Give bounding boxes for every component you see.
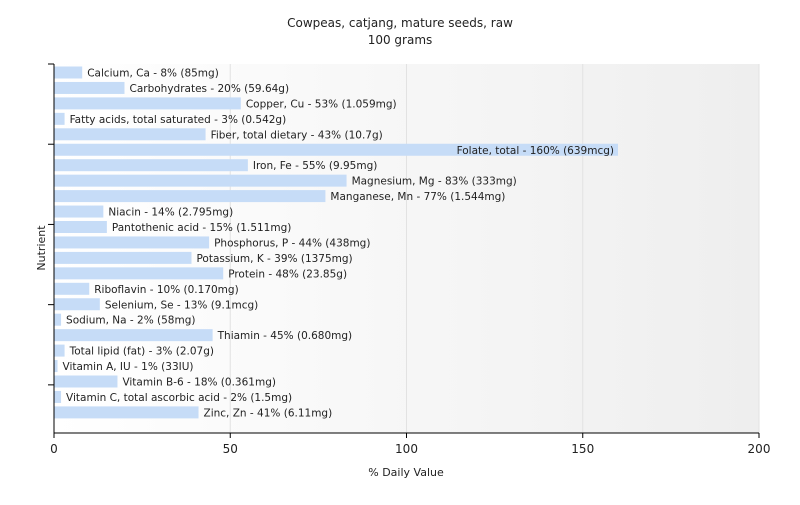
- bar-label: Riboflavin - 10% (0.170mg): [94, 284, 238, 296]
- bars: [54, 66, 618, 419]
- bar-label: Manganese, Mn - 77% (1.544mg): [330, 191, 505, 203]
- bar-label: Iron, Fe - 55% (9.95mg): [253, 160, 377, 172]
- bar: [54, 112, 65, 125]
- bar-label: Vitamin C, total ascorbic acid - 2% (1.5…: [66, 392, 292, 404]
- bar: [54, 267, 224, 280]
- bar: [54, 159, 248, 172]
- bar: [54, 190, 326, 203]
- bar: [54, 282, 90, 295]
- bar: [54, 390, 62, 403]
- bar: [54, 81, 125, 94]
- x-tick-label: 50: [223, 442, 238, 456]
- bar-label: Sodium, Na - 2% (58mg): [66, 315, 195, 327]
- axes: 0 50 100 150 200: [48, 63, 771, 456]
- bar-label: Magnesium, Mg - 83% (333mg): [352, 176, 517, 188]
- bar: [54, 236, 210, 249]
- bar-label: Thiamin - 45% (0.680mg): [217, 330, 353, 342]
- bar: [54, 205, 104, 218]
- bar: [54, 221, 107, 233]
- bar-label: Potassium, K - 39% (1375mg): [196, 253, 352, 265]
- bar-label: Vitamin A, IU - 1% (33IU): [63, 361, 194, 373]
- bar: [54, 344, 65, 357]
- bar-label: Copper, Cu - 53% (1.059mg): [246, 98, 397, 110]
- bar-label: Selenium, Se - 13% (9.1mcg): [105, 299, 258, 311]
- bar: [54, 313, 62, 326]
- bar-label: Protein - 48% (23.85g): [228, 268, 347, 280]
- bar-label: Carbohydrates - 20% (59.64g): [130, 83, 290, 95]
- bar-label: Zinc, Zn - 41% (6.11mg): [204, 407, 333, 419]
- x-axis-title: % Daily Value: [368, 466, 444, 479]
- x-tick-label: 100: [395, 442, 418, 456]
- bar-label: Phosphorus, P - 44% (438mg): [214, 237, 370, 249]
- x-tick-label: 150: [571, 442, 594, 456]
- bar-label: Calcium, Ca - 8% (85mg): [87, 68, 219, 80]
- bar: [54, 66, 83, 79]
- chart-title: Cowpeas, catjang, mature seeds, raw: [287, 16, 513, 30]
- bar-label: Fatty acids, total saturated - 3% (0.542…: [70, 114, 287, 126]
- bar-label: Folate, total - 160% (639mcg): [457, 145, 614, 157]
- y-axis-title: Nutrient: [35, 225, 48, 271]
- bar: [54, 360, 58, 373]
- x-tick-label: 0: [50, 442, 58, 456]
- bar-label: Vitamin B-6 - 18% (0.361mg): [122, 377, 276, 389]
- bar-label: Pantothenic acid - 15% (1.511mg): [112, 222, 291, 234]
- x-tick-label: 200: [748, 442, 771, 456]
- bar: [54, 329, 213, 342]
- grid-lines: [229, 64, 760, 433]
- bar: [54, 251, 192, 264]
- bar-label: Total lipid (fat) - 3% (2.07g): [69, 346, 214, 358]
- bar: [54, 298, 100, 311]
- bar: [54, 97, 241, 110]
- bar-labels: Calcium, Ca - 8% (85mg) Carbohydrates - 2…: [63, 68, 614, 420]
- bar-label: Niacin - 14% (2.795mg): [108, 207, 233, 219]
- bar: [54, 375, 118, 388]
- bar-label: Fiber, total dietary - 43% (10.7g): [211, 129, 383, 141]
- bar: [54, 406, 199, 419]
- chart-subtitle: 100 grams: [368, 33, 433, 47]
- bar: [54, 128, 206, 141]
- bar: [54, 174, 347, 187]
- bar: [54, 143, 618, 156]
